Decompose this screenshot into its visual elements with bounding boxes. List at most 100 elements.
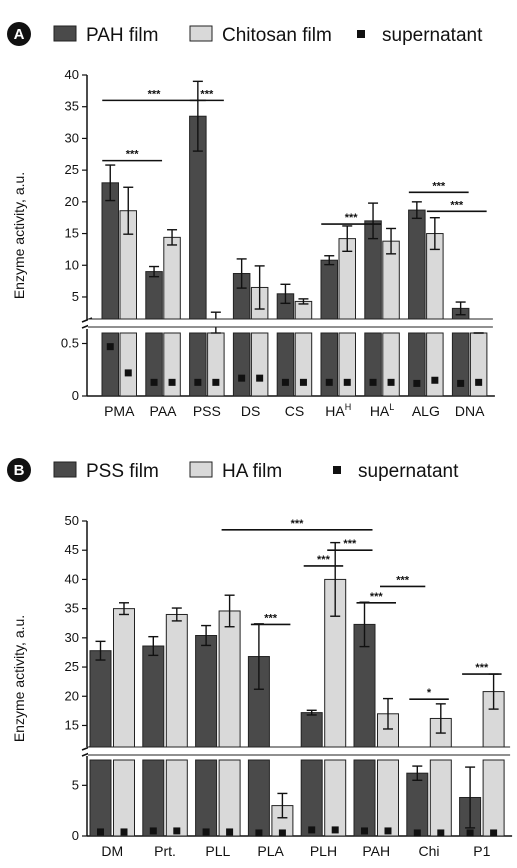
category-label: PMA [104, 403, 135, 419]
bar-ha-film [324, 759, 347, 837]
category-label: Chi [419, 843, 440, 859]
legend-label: Chitosan film [222, 25, 332, 46]
y-tick-label: 0.5 [61, 336, 79, 351]
legend-label: PSS film [86, 461, 159, 482]
bar-ha-film [165, 759, 188, 837]
y-tick-label: 10 [65, 257, 79, 272]
bar-pah-film [364, 332, 382, 397]
bar-ha-film [113, 759, 135, 837]
supernatant-marker [343, 378, 351, 386]
y-tick-label: 25 [65, 659, 79, 674]
significance-label: *** [148, 88, 162, 100]
supernatant-marker [369, 378, 377, 386]
significance-label: *** [317, 554, 331, 566]
significance-label: *** [450, 199, 464, 211]
supernatant-marker [331, 826, 339, 834]
supernatant-marker [124, 369, 132, 377]
y-axis-label: Enzyme activity, a.u. [11, 615, 27, 742]
bar-pss-film [247, 759, 270, 837]
supernatant-marker [490, 829, 498, 837]
bar-pah-film [320, 259, 338, 321]
category-label: PSS [193, 403, 221, 419]
bar-pah-film [145, 271, 163, 321]
category-superscript: H [345, 402, 352, 412]
significance-label: *** [345, 212, 359, 224]
category-label: DM [101, 843, 123, 859]
bar-chitosan-film [163, 332, 181, 397]
category-label: ALG [412, 403, 440, 419]
legend-label: HA film [222, 461, 282, 482]
bar-pah-film [408, 209, 426, 321]
y-tick-label: 50 [65, 513, 79, 528]
y-tick-label: 35 [65, 99, 79, 114]
supernatant-marker [384, 827, 392, 835]
bar-pah-film [276, 332, 295, 397]
legend-marker-supernatant [357, 30, 365, 38]
supernatant-marker [413, 829, 421, 837]
bar-ha-film [377, 759, 399, 837]
bar-pss-film [195, 635, 218, 748]
bar-chitosan-film [469, 332, 488, 397]
significance-label: *** [291, 518, 305, 530]
y-tick-label: 0 [72, 388, 79, 403]
bar-pah-film [189, 332, 207, 397]
bar-chitosan-film [207, 332, 225, 397]
bar-ha-film [113, 608, 135, 748]
supernatant-marker [299, 378, 307, 386]
bar-ha-film [218, 759, 241, 837]
legend-swatch-pah-film [53, 25, 77, 42]
category-label: PAH [362, 843, 390, 859]
bar-pss-film [195, 759, 218, 837]
significance-label: *** [264, 612, 278, 624]
bar-chitosan-film [294, 332, 313, 397]
panel-label-circle [7, 22, 31, 46]
bar-pss-film [406, 772, 429, 837]
supernatant-marker [194, 378, 202, 386]
y-tick-label: 20 [65, 194, 79, 209]
supernatant-marker [325, 378, 333, 386]
axis-break-band [88, 747, 512, 755]
y-tick-label: 25 [65, 162, 79, 177]
significance-label: *** [432, 180, 446, 192]
significance-label: *** [126, 149, 140, 161]
supernatant-marker [173, 827, 181, 835]
category-label: P1 [473, 843, 490, 859]
bar-pss-film [353, 759, 376, 837]
supernatant-marker [212, 378, 220, 386]
y-tick-label: 15 [65, 226, 79, 241]
legend-label: supernatant [358, 461, 459, 482]
supernatant-marker [475, 378, 483, 386]
category-label: DS [241, 403, 260, 419]
category-label: DNA [455, 403, 485, 419]
category-label: Prt. [154, 843, 176, 859]
bar-chitosan-film [119, 332, 137, 397]
legend-swatch-pss-film [53, 461, 77, 478]
bar-chitosan-film [250, 332, 269, 397]
bar-pah-film [101, 332, 119, 397]
bar-ha-film [482, 759, 505, 837]
significance-label: *** [475, 662, 489, 674]
bar-pah-film [408, 332, 426, 397]
supernatant-marker [413, 379, 421, 387]
category-label: PLL [205, 843, 230, 859]
bar-pah-film [101, 182, 119, 321]
bar-pah-film [232, 332, 251, 397]
category-label: PLA [257, 843, 284, 859]
supernatant-marker [361, 827, 368, 835]
axis-break-band [88, 319, 494, 327]
y-tick-label: 35 [65, 601, 79, 616]
category-label: HAL [370, 402, 394, 419]
bar-ha-film [165, 613, 188, 748]
panel-label: A [14, 26, 25, 43]
bar-pah-film [451, 332, 470, 397]
supernatant-marker [106, 343, 114, 351]
supernatant-marker [149, 827, 157, 835]
legend-marker-supernatant [333, 466, 341, 474]
bar-pah-film [145, 332, 163, 397]
bar-pss-film [300, 759, 323, 837]
category-label: PLH [310, 843, 337, 859]
bar-pss-film [142, 759, 165, 837]
supernatant-marker [437, 829, 445, 837]
significance-label: * [427, 687, 432, 699]
